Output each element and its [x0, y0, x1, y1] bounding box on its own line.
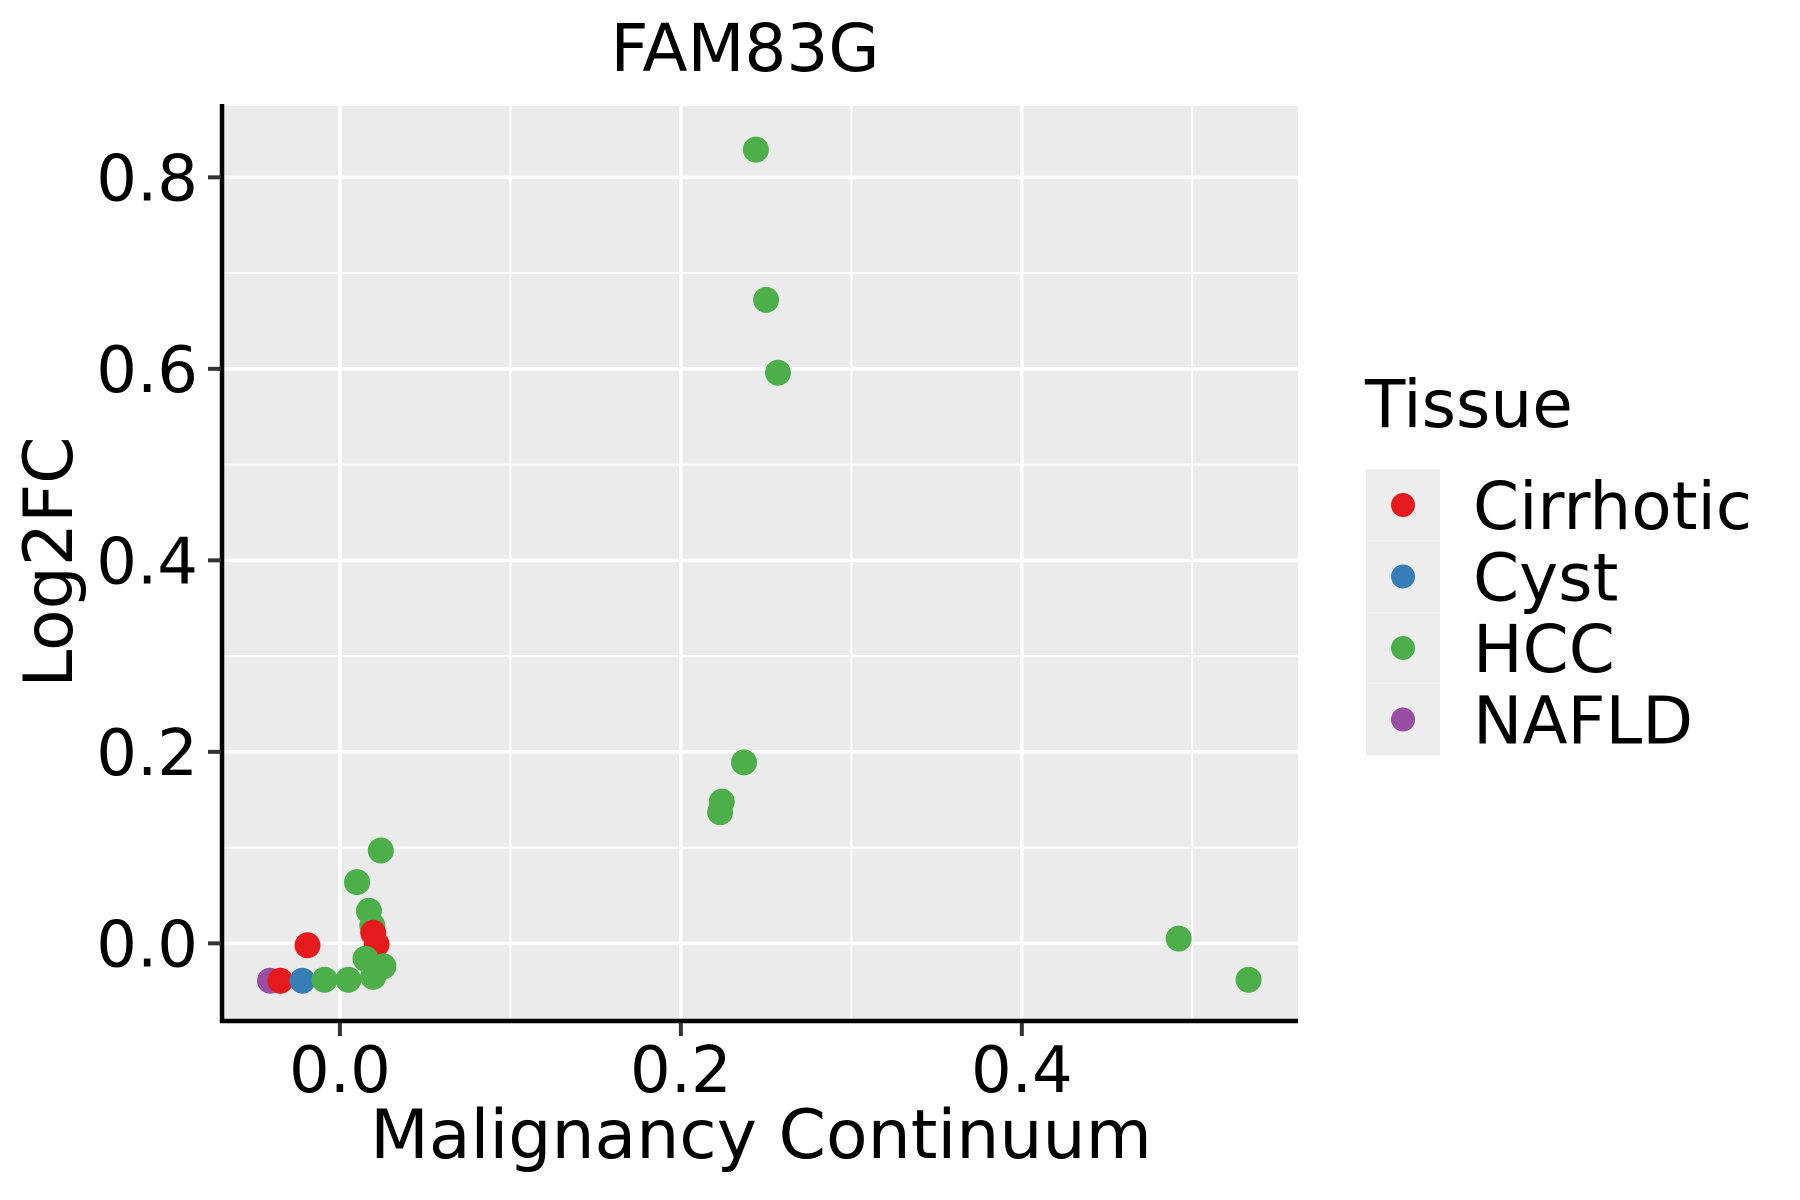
data-point-hcc	[1165, 925, 1192, 952]
y-tick-label: 0.8	[96, 142, 198, 216]
data-point-cirrhotic	[267, 967, 294, 994]
data-point-hcc	[742, 136, 769, 163]
gridlines-major	[224, 106, 1298, 1019]
data-point-hcc	[731, 749, 757, 776]
data-point-hcc	[344, 869, 370, 896]
y-axis-title: Log2FC	[10, 436, 89, 687]
data-point-cyst	[289, 967, 316, 994]
plot-title: FAM83G	[610, 10, 879, 87]
data-points-layer	[257, 136, 1262, 994]
legend-entry-label: Cyst	[1473, 540, 1618, 617]
y-tick-label: 0.0	[96, 908, 198, 982]
x-tick-label: 0.4	[971, 1034, 1073, 1108]
data-point-hcc	[765, 359, 791, 386]
legend-entry-label: NAFLD	[1473, 683, 1693, 760]
panel-background	[224, 106, 1298, 1019]
legend-entry: HCC	[1366, 611, 1615, 688]
cyst-dot-icon	[1391, 564, 1415, 589]
data-point-hcc	[335, 966, 362, 993]
axis-lines	[219, 104, 1298, 1024]
data-point-hcc	[311, 966, 338, 993]
legend-entry: NAFLD	[1366, 683, 1693, 760]
legend-entry-label: Cirrhotic	[1473, 468, 1752, 545]
tick-marks	[208, 175, 1024, 1036]
gridlines-minor	[224, 106, 1298, 1019]
legend-entry: Cyst	[1366, 540, 1618, 617]
hcc-dot-icon	[1391, 636, 1415, 660]
x-tick-label: 0.2	[630, 1034, 732, 1108]
x-tick-label: 0.0	[289, 1034, 391, 1108]
y-tick-label: 0.2	[96, 717, 198, 791]
y-tick-label: 0.4	[96, 525, 198, 599]
cirrhotic-dot-icon	[1391, 493, 1415, 517]
data-point-cirrhotic	[294, 932, 321, 959]
data-point-hcc	[707, 799, 734, 826]
x-axis-title: Malignancy Continuum	[370, 1096, 1152, 1175]
x-tick-labels: 0.0 0.2 0.4	[289, 1034, 1073, 1108]
data-point-hcc	[367, 837, 394, 864]
data-point-hcc	[753, 286, 780, 313]
legend-entry: Cirrhotic	[1366, 468, 1752, 545]
y-tick-label: 0.6	[96, 334, 198, 408]
nafld-dot-icon	[1391, 707, 1415, 732]
legend-entry-label: HCC	[1473, 611, 1615, 688]
data-point-hcc	[1235, 966, 1262, 993]
y-tick-labels: 0.0 0.2 0.4 0.6 0.8	[96, 142, 198, 982]
data-point-hcc	[360, 963, 387, 990]
legend-title: Tissue	[1364, 366, 1573, 443]
